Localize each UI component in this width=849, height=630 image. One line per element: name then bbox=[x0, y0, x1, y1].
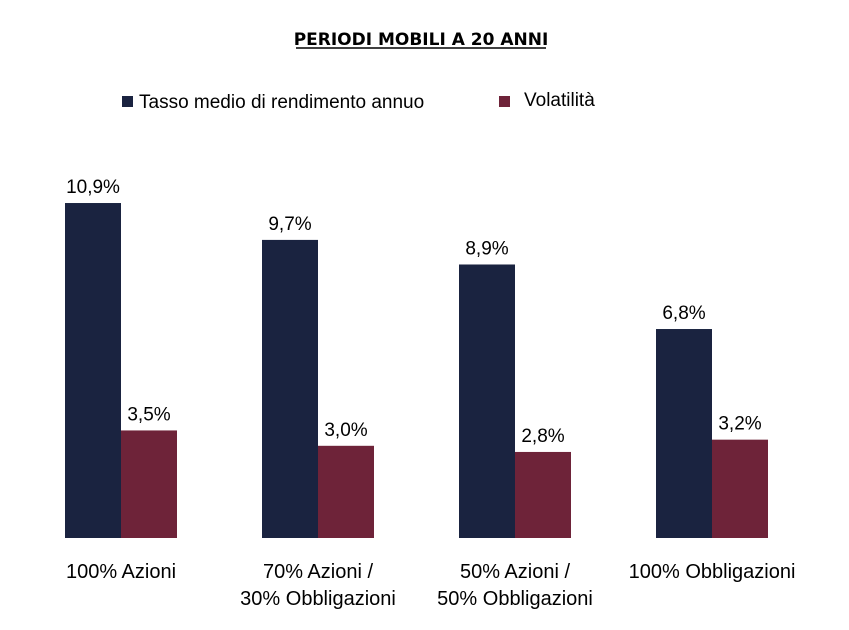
legend-item-volatility: Volatilità bbox=[499, 90, 595, 111]
bar-return-3 bbox=[656, 329, 712, 538]
chart-title-group: PERIODI MOBILI A 20 ANNI bbox=[294, 30, 549, 50]
bar-volatility-2 bbox=[515, 451, 571, 538]
legend-label-return: Tasso medio di rendimento annuo bbox=[139, 92, 424, 113]
data-label-volatility-1: 3,0% bbox=[324, 420, 367, 441]
data-label-return-2: 8,9% bbox=[465, 238, 508, 259]
legend-label-volatility: Volatilità bbox=[524, 90, 595, 111]
category-labels-group: 100% Azioni 70% Azioni / 30% Obbligazioni 5… bbox=[66, 561, 795, 610]
legend-swatch-volatility bbox=[499, 96, 510, 107]
value-labels-group: 10,9% 3,5% 9,7% 3,0% 8,9% 2,8% 6,8% 3,2% bbox=[66, 177, 762, 447]
category-label-line: 50% Obbligazioni bbox=[437, 588, 593, 610]
category-label-2: 50% Azioni / 50% Obbligazioni bbox=[437, 561, 593, 610]
category-label-line: 70% Azioni / bbox=[263, 561, 374, 583]
category-label-line: 100% Obbligazioni bbox=[629, 561, 796, 583]
category-label-1: 70% Azioni / 30% Obbligazioni bbox=[240, 561, 396, 610]
legend-item-return: Tasso medio di rendimento annuo bbox=[122, 92, 424, 113]
category-label-3: 100% Obbligazioni bbox=[629, 561, 796, 583]
data-label-volatility-0: 3,5% bbox=[127, 404, 170, 425]
bars-group bbox=[65, 203, 768, 538]
bar-volatility-3 bbox=[712, 439, 768, 538]
category-label-0: 100% Azioni bbox=[66, 561, 176, 583]
bar-return-0 bbox=[65, 203, 121, 538]
category-label-line: 100% Azioni bbox=[66, 561, 176, 583]
data-label-volatility-3: 3,2% bbox=[718, 414, 761, 435]
bar-return-1 bbox=[262, 239, 318, 538]
bar-volatility-0 bbox=[121, 430, 177, 538]
data-label-return-1: 9,7% bbox=[268, 214, 311, 235]
legend-swatch-return bbox=[122, 96, 133, 107]
data-label-return-0: 10,9% bbox=[66, 177, 120, 198]
legend: Tasso medio di rendimento annuo Volatili… bbox=[122, 90, 595, 113]
data-label-return-3: 6,8% bbox=[662, 303, 705, 324]
bar-return-2 bbox=[459, 264, 515, 538]
chart-title: PERIODI MOBILI A 20 ANNI bbox=[294, 30, 549, 50]
category-label-line: 30% Obbligazioni bbox=[240, 588, 396, 610]
data-label-volatility-2: 2,8% bbox=[521, 426, 564, 447]
bar-volatility-1 bbox=[318, 445, 374, 538]
category-label-line: 50% Azioni / bbox=[460, 561, 571, 583]
